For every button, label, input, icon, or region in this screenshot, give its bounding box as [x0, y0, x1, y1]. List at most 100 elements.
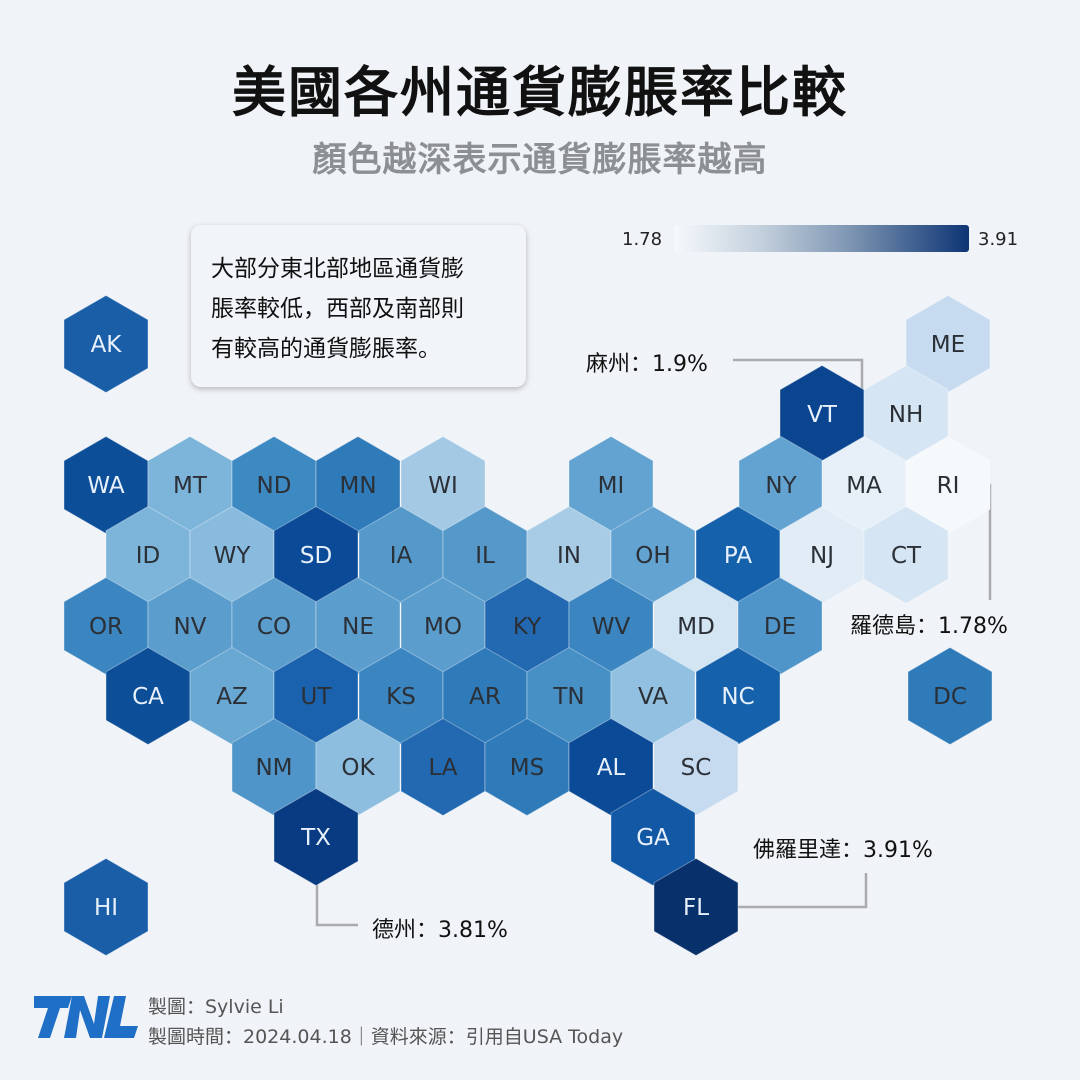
- page-subtitle: 顏色越深表示通貨膨脹率越高: [312, 140, 768, 180]
- state-hex-md: MD: [653, 576, 739, 676]
- state-hex-ut: UT: [273, 646, 359, 746]
- state-label: SC: [681, 755, 712, 781]
- state-label: FL: [683, 895, 709, 921]
- state-hex-nc: NC: [695, 646, 781, 746]
- footer-meta: 製圖時間：2024.04.18｜資料來源：引用自USA Today: [148, 1026, 624, 1048]
- hex-shape: [907, 646, 993, 746]
- state-hex-nj: NJ: [779, 505, 865, 605]
- state-hex-ms: MS: [484, 717, 570, 817]
- state-hex-vt: VT: [779, 364, 865, 464]
- callout-ma: 麻州：1.9%: [586, 352, 708, 377]
- state-hex-ct: CT: [863, 505, 949, 605]
- state-label: NV: [174, 614, 207, 640]
- state-label: SD: [300, 543, 332, 569]
- state-hex-ny: NY: [738, 435, 824, 535]
- state-hex-hi: HI: [63, 857, 149, 957]
- color-scale-bar: [674, 225, 969, 252]
- state-label: MI: [598, 473, 625, 499]
- state-hex-oh: OH: [610, 505, 696, 605]
- state-hex-or: OR: [63, 576, 149, 676]
- state-hex-wy: WY: [189, 505, 275, 605]
- state-label: OK: [341, 755, 375, 781]
- state-label: AZ: [216, 684, 248, 710]
- state-label: NE: [342, 614, 374, 640]
- state-label: LA: [428, 755, 457, 781]
- hex-shape: [273, 787, 359, 887]
- state-hexes: AK ME VT NH WA MT ND MN WI MI NY MA RI ID WY SD IA IL IN OH…: [63, 294, 993, 957]
- state-label: IL: [475, 543, 495, 569]
- hex-shape: [610, 787, 696, 887]
- state-label: ID: [136, 543, 161, 569]
- hex-shape: [653, 717, 739, 817]
- state-hex-ma: MA: [821, 435, 907, 535]
- state-hex-ca: CA: [105, 646, 191, 746]
- annotation-line: 有較高的通貨膨脹率。: [211, 336, 441, 362]
- state-label: CA: [132, 684, 164, 710]
- annotation-box: 大部分東北部地區通貨膨 脹率較低，西部及南部則 有較高的通貨膨脹率。: [191, 225, 526, 387]
- state-label: MD: [677, 614, 715, 640]
- state-hex-ak: AK: [63, 294, 149, 394]
- state-hex-dc: DC: [907, 646, 993, 746]
- state-hex-va: VA: [610, 646, 696, 746]
- state-hex-mo: MO: [400, 576, 486, 676]
- state-label: OR: [89, 614, 123, 640]
- state-hex-wi: WI: [400, 435, 486, 535]
- state-label: ME: [931, 332, 965, 358]
- state-hex-de: DE: [737, 576, 823, 676]
- state-label: AL: [597, 755, 626, 781]
- state-label: NC: [721, 684, 754, 710]
- state-hex-sc: SC: [653, 717, 739, 817]
- state-hex-nv: NV: [147, 576, 233, 676]
- state-hex-il: IL: [442, 505, 528, 605]
- state-label: WA: [87, 473, 124, 499]
- state-hex-nm: NM: [231, 717, 317, 817]
- state-label: IN: [557, 543, 581, 569]
- state-label: KS: [386, 684, 416, 710]
- state-hex-pa: PA: [695, 505, 781, 605]
- state-label: DE: [764, 614, 796, 640]
- annotation-line: 脹率較低，西部及南部則: [211, 296, 464, 322]
- hex-shape: [653, 857, 739, 957]
- state-label: IA: [390, 543, 413, 569]
- state-label: TN: [552, 684, 584, 710]
- state-hex-ga: GA: [610, 787, 696, 887]
- hex-shape: [863, 505, 949, 605]
- state-label: GA: [636, 825, 670, 851]
- state-label: DC: [933, 684, 967, 710]
- state-label: HI: [94, 895, 118, 921]
- state-label: NM: [255, 755, 292, 781]
- legend-min-label: 1.78: [622, 229, 663, 250]
- state-label: MO: [424, 614, 462, 640]
- state-label: NY: [765, 473, 797, 499]
- state-hex-sd: SD: [273, 505, 359, 605]
- hex-shape: [63, 857, 149, 957]
- state-label: PA: [724, 543, 752, 569]
- state-label: OH: [635, 543, 670, 569]
- state-label: AK: [91, 332, 123, 358]
- state-label: UT: [301, 684, 333, 710]
- callout-ri: 羅德島：1.78%: [850, 614, 1008, 639]
- state-hex-ky: KY: [484, 576, 570, 676]
- state-label: NH: [889, 402, 924, 428]
- state-label: WV: [592, 614, 631, 640]
- state-label: WY: [214, 543, 252, 569]
- state-hex-tx: TX: [273, 787, 359, 887]
- hex-shape: [63, 294, 149, 394]
- state-label: AR: [469, 684, 501, 710]
- state-label: MT: [173, 473, 208, 499]
- state-hex-ri: RI: [905, 435, 991, 535]
- legend-max-label: 3.91: [978, 229, 1019, 250]
- state-label: VT: [807, 402, 838, 428]
- state-hex-ar: AR: [442, 646, 528, 746]
- state-label: CO: [257, 614, 291, 640]
- state-label: NJ: [810, 543, 834, 569]
- state-label: TX: [300, 825, 331, 851]
- page-title: 美國各州通貨膨脹率比較: [232, 61, 848, 124]
- state-hex-in: IN: [526, 505, 612, 605]
- state-hex-mi: MI: [568, 435, 654, 535]
- callout-fl: 佛羅里達：3.91%: [753, 838, 933, 863]
- state-hex-mt: MT: [147, 435, 233, 535]
- state-hex-wa: WA: [63, 435, 149, 535]
- state-label: MA: [846, 473, 882, 499]
